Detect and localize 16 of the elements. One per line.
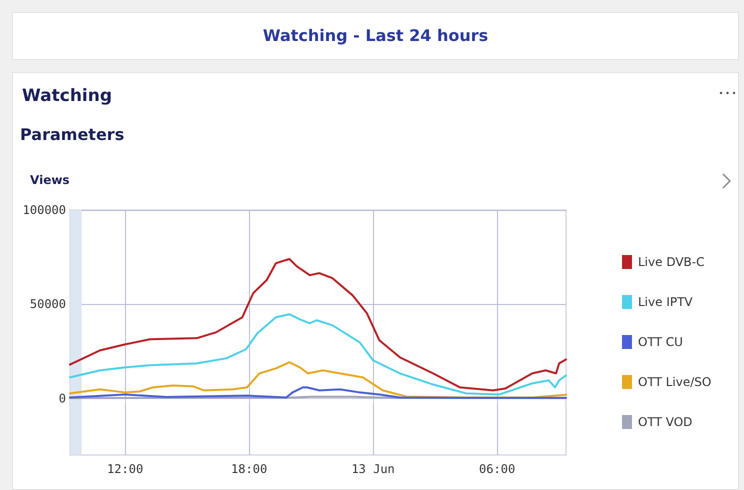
chart-subtitle: Watching: [22, 86, 112, 106]
chart-title: Watching - Last 24 hours: [12, 12, 739, 60]
y-tick-label: 0: [58, 391, 66, 406]
x-tick-label: 18:00: [231, 462, 268, 476]
y-tick-label: 100000: [22, 203, 66, 217]
x-tick-label: 13 Jun: [351, 462, 395, 476]
legend-label: OTT VOD: [638, 415, 692, 429]
legend-label: Live DVB-C: [638, 255, 704, 269]
legend-label: OTT Live/SO: [638, 375, 712, 389]
legend-label: Live IPTV: [638, 295, 693, 309]
y-axis-title: Views: [30, 173, 70, 187]
legend-label: OTT CU: [638, 335, 683, 349]
text: Parameters: [20, 125, 124, 144]
x-tick-label: 06:00: [479, 462, 516, 476]
y-tick-label: 50000: [30, 297, 66, 312]
x-tick-label: 12:00: [107, 462, 144, 476]
